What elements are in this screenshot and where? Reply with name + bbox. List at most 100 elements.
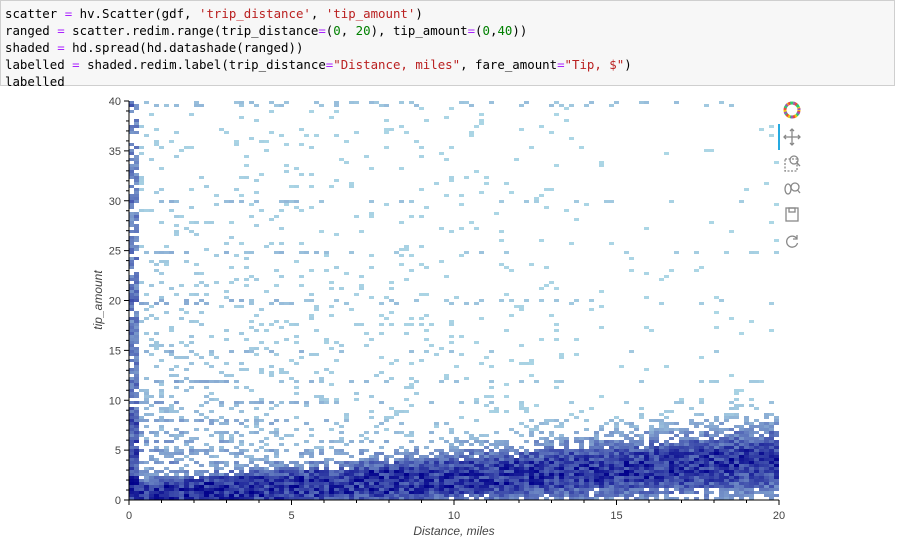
- density-cell: [549, 131, 554, 134]
- density-cell: [154, 332, 159, 335]
- density-cell: [734, 479, 739, 482]
- density-cell: [544, 449, 549, 452]
- density-cell: [254, 329, 259, 332]
- density-cell: [444, 482, 449, 485]
- density-cell: [129, 455, 134, 458]
- density-cell: [144, 395, 149, 398]
- density-cell: [719, 482, 724, 485]
- density-cell: [409, 101, 414, 104]
- density-cell: [674, 485, 679, 488]
- pan-icon[interactable]: [778, 124, 806, 150]
- wheel-zoom-icon[interactable]: [778, 176, 806, 202]
- density-cell: [244, 479, 249, 482]
- density-cell: [769, 455, 774, 458]
- density-cell: [249, 488, 254, 491]
- density-cell: [394, 467, 399, 470]
- density-cell: [254, 200, 259, 203]
- density-cell: [314, 482, 319, 485]
- density-cell: [459, 485, 464, 488]
- density-cell: [459, 461, 464, 464]
- density-cell: [444, 497, 449, 500]
- density-cell: [609, 443, 614, 446]
- density-cell: [174, 482, 179, 485]
- density-cell: [509, 458, 514, 461]
- density-cell: [169, 479, 174, 482]
- bokeh-logo-icon[interactable]: [778, 98, 806, 124]
- density-cell: [729, 482, 734, 485]
- density-cell: [199, 488, 204, 491]
- density-cell: [624, 401, 629, 404]
- density-cell: [744, 455, 749, 458]
- density-cell: [559, 473, 564, 476]
- density-cell: [134, 434, 139, 437]
- density-cell: [444, 374, 449, 377]
- box-zoom-icon[interactable]: [778, 150, 806, 176]
- density-cell: [159, 449, 164, 452]
- density-cell: [224, 494, 229, 497]
- density-cell: [189, 488, 194, 491]
- density-cell: [334, 497, 339, 500]
- density-cell: [134, 161, 139, 164]
- density-cell: [689, 476, 694, 479]
- density-cell: [199, 104, 204, 107]
- density-cell: [254, 191, 259, 194]
- density-cell: [404, 458, 409, 461]
- density-cell: [499, 230, 504, 233]
- code-cell[interactable]: scatter = hv.Scatter(gdf, 'trip_distance…: [0, 0, 895, 89]
- density-cell: [459, 449, 464, 452]
- density-cell: [174, 374, 179, 377]
- density-cell: [694, 482, 699, 485]
- density-cell: [599, 482, 604, 485]
- density-cell: [494, 467, 499, 470]
- density-cell: [159, 401, 164, 404]
- density-cell: [619, 488, 624, 491]
- density-cell: [554, 449, 559, 452]
- density-cell: [609, 200, 614, 203]
- density-cell: [279, 326, 284, 329]
- density-cell: [394, 458, 399, 461]
- density-cell: [284, 464, 289, 467]
- density-cell: [329, 305, 334, 308]
- save-icon[interactable]: [778, 202, 806, 228]
- density-cell: [744, 482, 749, 485]
- density-cell: [134, 272, 139, 275]
- density-cell: [749, 464, 754, 467]
- density-cell: [564, 485, 569, 488]
- density-cell: [769, 479, 774, 482]
- density-cell: [644, 431, 649, 434]
- density-cell: [309, 206, 314, 209]
- density-cell: [129, 173, 134, 176]
- density-cell: [219, 416, 224, 419]
- density-cell: [744, 443, 749, 446]
- density-cell: [679, 473, 684, 476]
- density-cell: [614, 461, 619, 464]
- density-cell: [539, 464, 544, 467]
- density-cell: [424, 485, 429, 488]
- density-cell: [249, 458, 254, 461]
- density-cell: [469, 221, 474, 224]
- density-cell: [129, 335, 134, 338]
- density-cell: [549, 104, 554, 107]
- density-cell: [134, 383, 139, 386]
- density-cell: [329, 485, 334, 488]
- density-cell: [129, 257, 134, 260]
- density-cell: [599, 461, 604, 464]
- density-cell: [519, 446, 524, 449]
- density-cell: [274, 491, 279, 494]
- density-cell: [679, 458, 684, 461]
- density-cell: [199, 464, 204, 467]
- density-cell: [204, 428, 209, 431]
- density-cell: [464, 488, 469, 491]
- density-cell: [144, 302, 149, 305]
- density-cell: [559, 482, 564, 485]
- density-cell: [179, 485, 184, 488]
- density-cell: [264, 476, 269, 479]
- density-cell: [534, 470, 539, 473]
- density-cell: [134, 194, 139, 197]
- density-cell: [179, 341, 184, 344]
- reset-icon[interactable]: [778, 228, 806, 254]
- density-cell: [759, 458, 764, 461]
- density-cell: [534, 485, 539, 488]
- density-cell: [334, 488, 339, 491]
